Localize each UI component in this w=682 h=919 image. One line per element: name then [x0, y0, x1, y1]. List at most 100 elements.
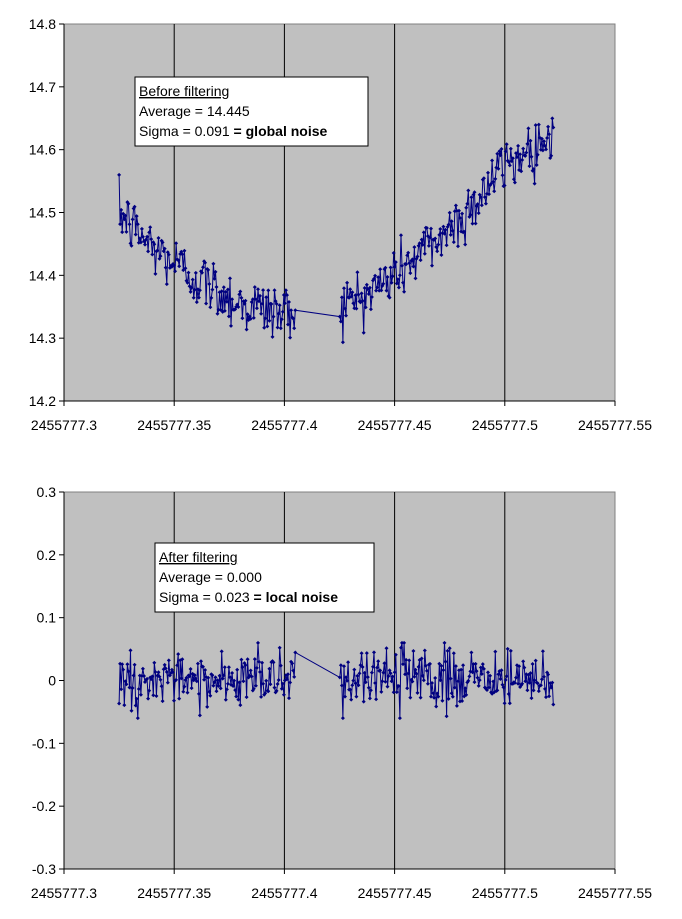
data-point	[404, 657, 409, 662]
data-point	[456, 679, 460, 684]
data-point	[507, 701, 512, 706]
data-point	[418, 258, 423, 263]
data-point	[350, 683, 355, 688]
data-point	[221, 673, 226, 678]
data-point	[239, 295, 244, 300]
data-point	[378, 267, 383, 272]
data-point	[422, 648, 427, 653]
y-axis-ticks-bottom: 0.3 0.2 0.1 0 -0.1 -0.2 -0.3	[32, 484, 65, 877]
data-point	[461, 663, 466, 668]
data-point	[196, 691, 201, 696]
x-tick-label: 2455777.35	[137, 885, 211, 901]
data-point	[264, 295, 269, 300]
data-point	[254, 665, 259, 670]
y-tick-label: 0	[48, 673, 56, 689]
data-point	[172, 263, 176, 268]
data-point	[349, 294, 354, 299]
data-point	[549, 153, 554, 158]
data-point	[543, 143, 547, 148]
data-point	[132, 662, 137, 667]
data-point	[340, 716, 345, 721]
data-point	[253, 297, 258, 302]
data-point	[477, 678, 482, 683]
data-point	[449, 219, 454, 224]
data-point	[546, 124, 551, 129]
data-point	[185, 690, 190, 695]
data-point	[278, 326, 283, 331]
data-point	[211, 261, 216, 266]
data-point	[207, 282, 212, 286]
data-point	[337, 675, 342, 680]
data-point	[473, 661, 478, 666]
data-point	[280, 309, 285, 314]
data-point	[488, 673, 493, 678]
data-point	[224, 687, 229, 692]
data-point	[384, 288, 389, 293]
data-point	[524, 150, 529, 155]
data-point	[529, 154, 534, 159]
data-point	[426, 243, 431, 248]
y-tick-label: 0.1	[37, 610, 57, 626]
data-point	[291, 668, 296, 673]
data-point	[160, 699, 165, 704]
data-point	[195, 661, 200, 666]
data-point	[244, 695, 249, 700]
data-point	[547, 132, 552, 137]
data-point	[267, 318, 272, 323]
data-point	[469, 650, 474, 655]
data-point	[120, 230, 125, 235]
data-point	[414, 671, 419, 676]
data-point	[127, 222, 132, 227]
data-point	[158, 254, 163, 259]
data-point	[355, 673, 360, 678]
data-point	[288, 680, 293, 685]
data-point	[375, 665, 380, 670]
data-point	[432, 695, 437, 700]
y-tick-label: 14.2	[29, 393, 56, 409]
data-point	[194, 679, 199, 684]
data-point	[147, 688, 152, 693]
data-point	[463, 242, 468, 247]
data-point	[446, 696, 451, 701]
data-point	[152, 242, 157, 247]
data-point	[278, 663, 283, 668]
data-point	[225, 681, 230, 686]
data-point	[219, 289, 224, 294]
data-point	[217, 673, 222, 678]
data-point	[441, 224, 446, 229]
data-point	[160, 240, 165, 245]
data-point	[505, 646, 510, 651]
data-point	[165, 680, 170, 685]
data-point	[264, 678, 269, 683]
data-point	[208, 693, 213, 698]
data-point	[365, 675, 370, 680]
data-point	[468, 212, 473, 217]
data-point	[533, 658, 538, 663]
data-point	[511, 177, 516, 182]
y-tick-label: 14.3	[29, 330, 56, 346]
data-point	[482, 195, 487, 200]
data-point	[220, 676, 225, 681]
data-point	[351, 678, 356, 683]
data-point	[233, 688, 238, 693]
data-point	[272, 288, 277, 293]
data-point	[381, 670, 386, 675]
x-tick-label: 2455777.55	[578, 417, 652, 433]
data-point	[495, 151, 500, 156]
data-point	[173, 269, 178, 274]
x-tick-label: 2455777.35	[137, 417, 211, 433]
data-point	[382, 661, 387, 666]
data-point	[388, 671, 393, 676]
data-point	[549, 685, 554, 690]
data-point	[256, 287, 260, 292]
data-point	[368, 688, 373, 693]
data-point	[206, 675, 211, 680]
data-point	[389, 280, 394, 285]
annotation-noise-label-bottom: = local noise	[250, 589, 339, 605]
data-point	[415, 690, 420, 695]
data-point	[245, 312, 250, 317]
data-point	[397, 273, 402, 278]
data-point	[172, 698, 176, 703]
data-point	[508, 648, 513, 653]
data-point	[525, 688, 530, 693]
